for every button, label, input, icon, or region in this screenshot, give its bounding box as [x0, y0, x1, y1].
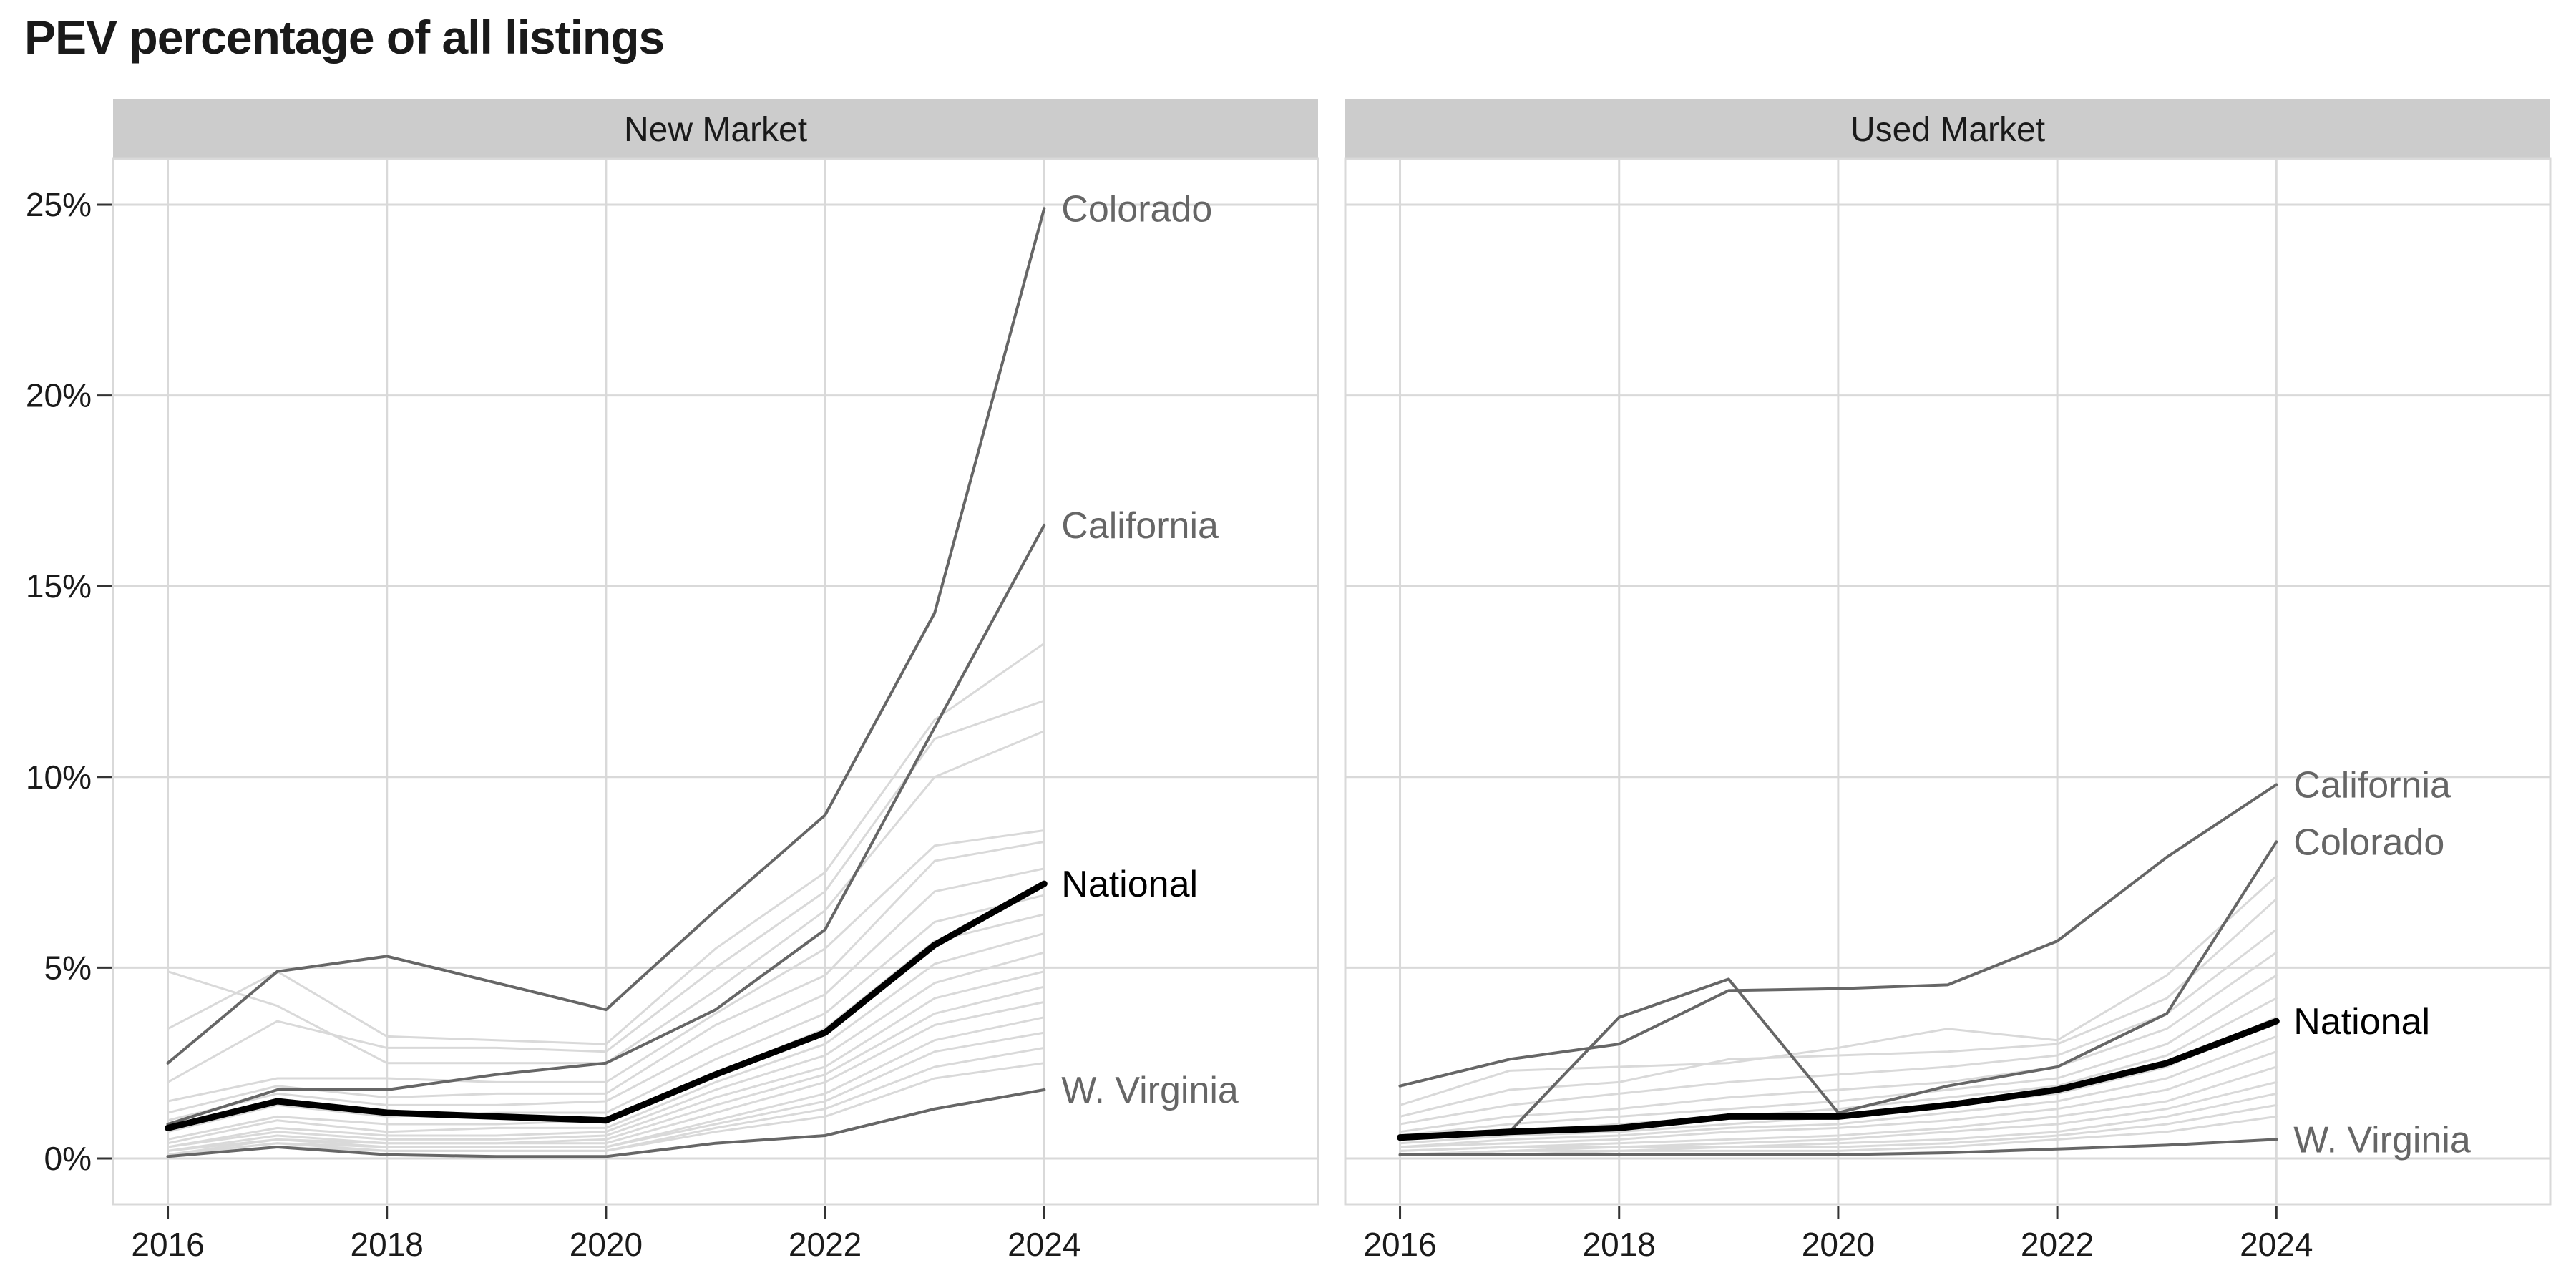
x-tick-label: 2022 — [789, 1226, 862, 1263]
series-line-national — [165, 880, 1048, 1131]
series-label-w-virginia: W. Virginia — [1061, 1070, 1239, 1111]
series-line-state — [1399, 1050, 2278, 1148]
x-tick-label: 2016 — [131, 1226, 204, 1263]
series-line-state — [167, 699, 1045, 1083]
series-line-state — [167, 932, 1045, 1145]
x-tick-label: 2018 — [351, 1226, 424, 1263]
x-tick-label: 2020 — [1802, 1226, 1875, 1263]
series-line-national — [1397, 1018, 2280, 1141]
y-tick-label: 20% — [26, 377, 92, 414]
series-line-state — [1399, 951, 2278, 1133]
series-line-california — [166, 523, 1046, 1126]
series-line-w-virginia — [1398, 1138, 2278, 1156]
y-tick-label: 15% — [26, 567, 92, 605]
series-line-state — [167, 894, 1045, 1133]
series-line-state — [1399, 1035, 2278, 1148]
series-label-california: California — [1061, 505, 1219, 547]
facet-strip-label: Used Market — [1850, 111, 2045, 149]
x-tick-label: 2016 — [1363, 1226, 1436, 1263]
panel-new-market: New Market 2016 2018 2020 2022 2024 Colorado Ca… — [112, 99, 1319, 1263]
x-tick-label: 2020 — [570, 1226, 643, 1263]
series-line-state — [1399, 1103, 2278, 1156]
series-label-national: National — [2293, 1001, 2430, 1043]
y-tick-label: 5% — [44, 949, 92, 986]
panel-used-market: Used Market 2016 2018 2020 2022 2024 Californi… — [1344, 99, 2552, 1263]
series-line-state — [1399, 974, 2278, 1137]
x-tick-label: 2018 — [1583, 1226, 1656, 1263]
series-label-colorado: Colorado — [2293, 821, 2444, 863]
y-axis: 0% 5% 10% 15% 20% 25% — [26, 186, 112, 1177]
panel-frame — [1344, 157, 2552, 1206]
y-tick-label: 0% — [44, 1140, 92, 1177]
series-line-state — [1399, 928, 2278, 1126]
series-line-w-virginia — [166, 1088, 1046, 1158]
series-line-state — [167, 867, 1045, 1122]
series-line-state — [167, 829, 1045, 1103]
x-tick-label: 2024 — [2240, 1226, 2313, 1263]
facet-strip — [113, 99, 1318, 159]
series-line-colorado — [1398, 840, 2278, 1137]
series-line-state — [1399, 1092, 2278, 1156]
series-line-state — [167, 1031, 1045, 1156]
chart-title: PEV percentage of all listings — [24, 11, 665, 64]
series-label-national: National — [1061, 864, 1198, 905]
series-line-state — [1399, 1065, 2278, 1152]
series-line-state — [1399, 897, 2278, 1118]
series-line-state — [1399, 874, 2278, 1106]
series-line-california — [1398, 783, 2278, 1088]
y-tick-label: 25% — [26, 186, 92, 223]
facet-strip-label: New Market — [624, 111, 807, 149]
series-line-state — [167, 1000, 1045, 1152]
panel-frame — [112, 157, 1319, 1206]
series-line-state — [1399, 1080, 2278, 1152]
series-line-state — [167, 951, 1045, 1148]
series-label-w-virginia: W. Virginia — [2293, 1119, 2471, 1161]
series-line-colorado — [166, 207, 1046, 1065]
series-label-colorado: Colorado — [1061, 188, 1212, 230]
y-tick-label: 10% — [26, 758, 92, 796]
x-tick-label: 2022 — [2021, 1226, 2094, 1263]
x-tick-label: 2024 — [1008, 1226, 1080, 1263]
facet-strip — [1345, 99, 2550, 159]
series-line-state — [167, 970, 1045, 1148]
series-label-california: California — [2293, 764, 2451, 806]
series-line-state — [167, 985, 1045, 1152]
series-line-state — [167, 642, 1045, 1045]
